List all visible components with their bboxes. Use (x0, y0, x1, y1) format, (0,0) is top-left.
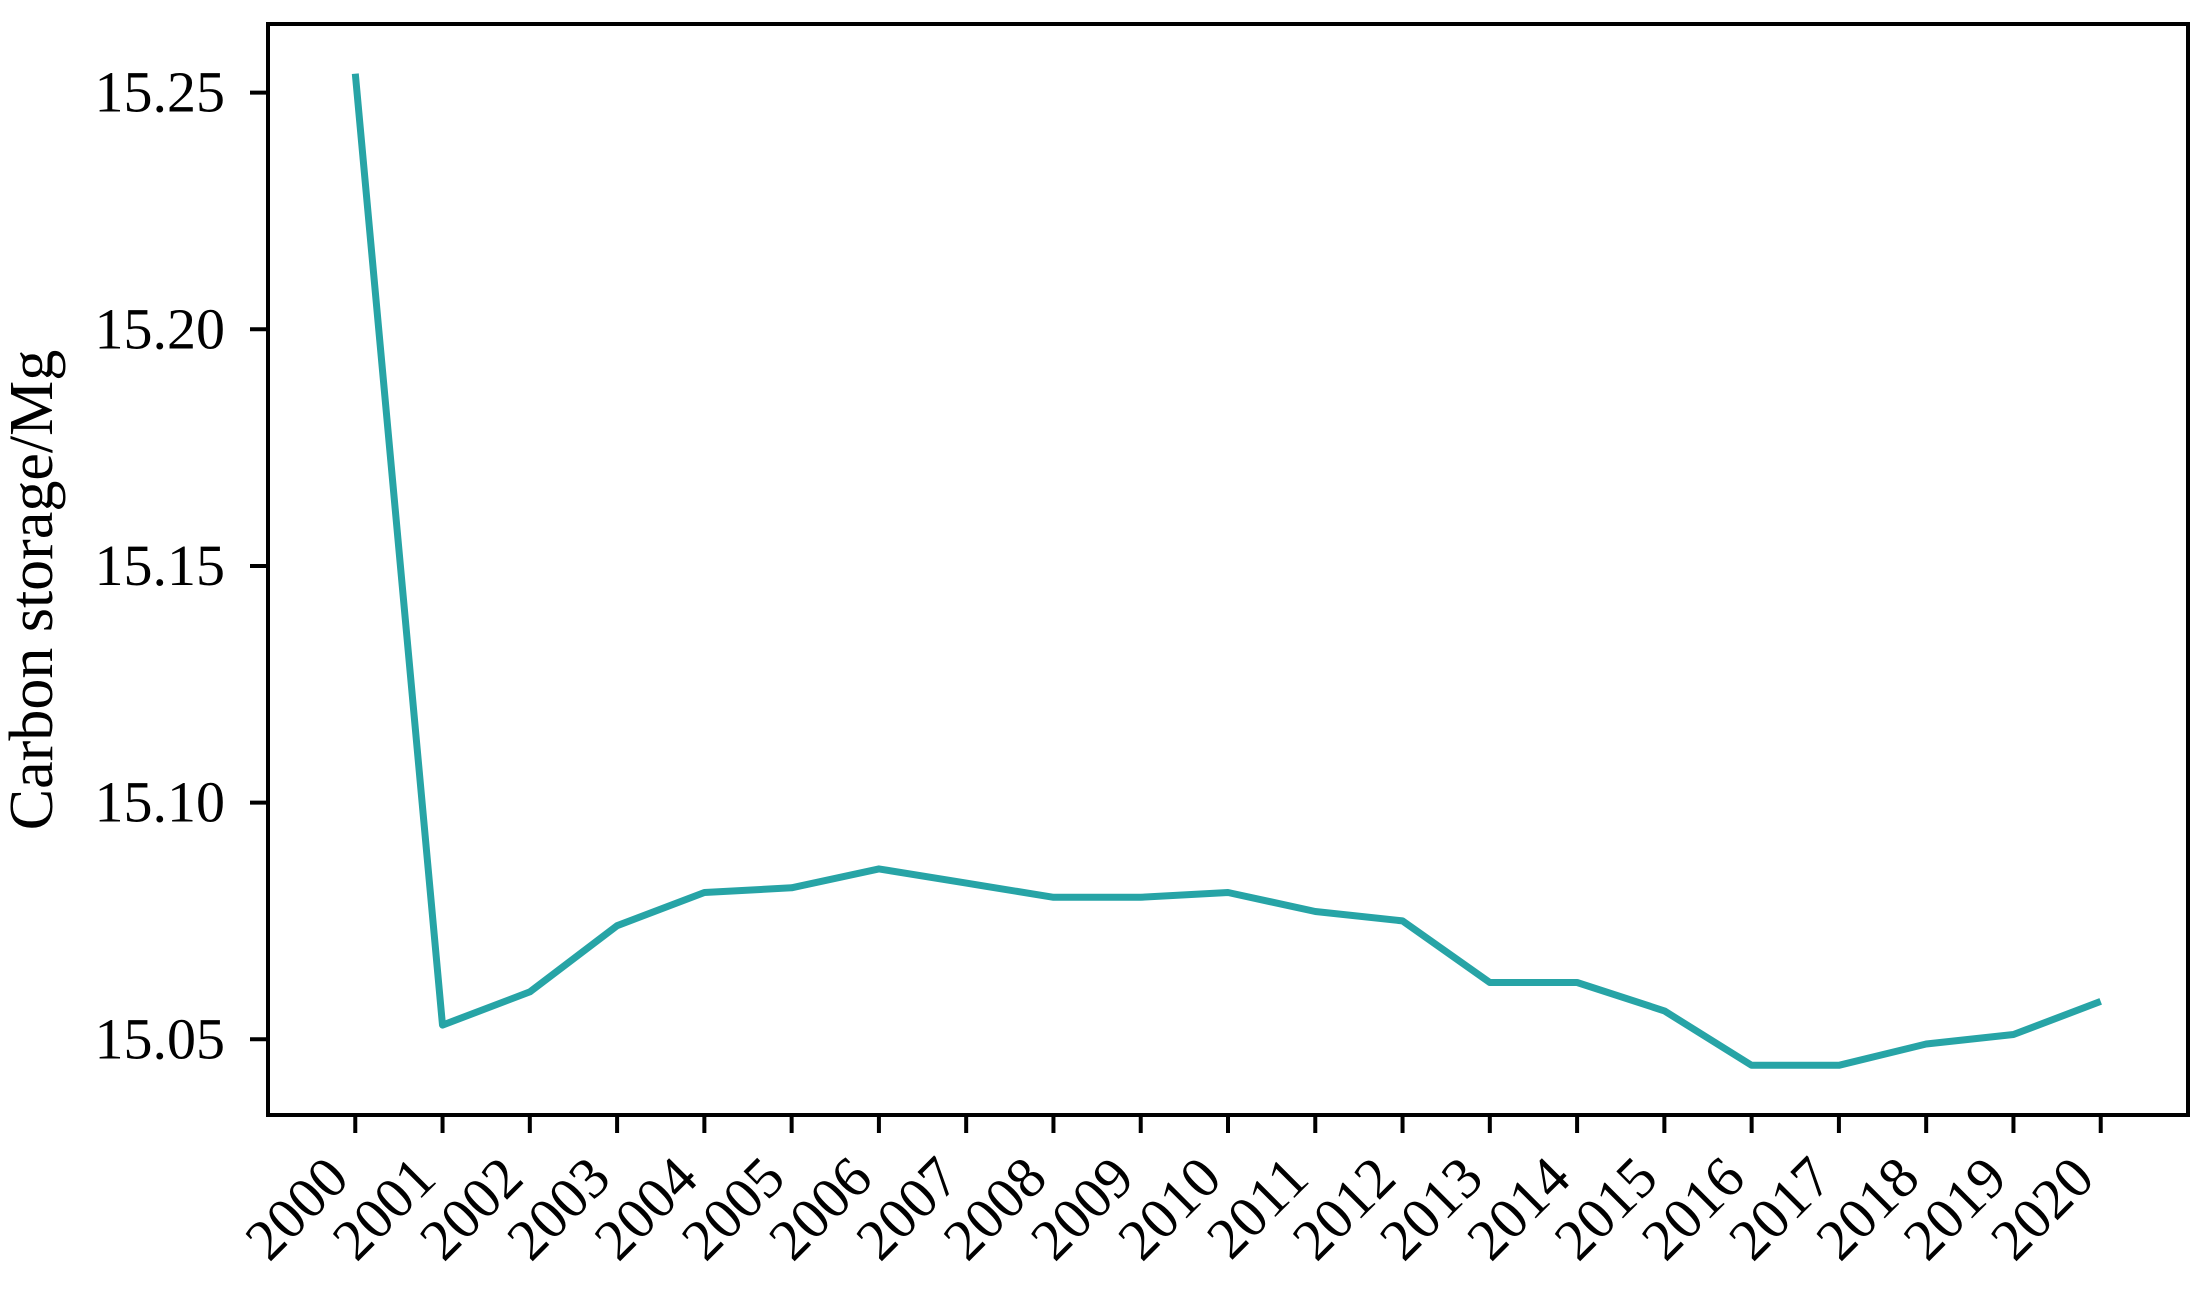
y-tick-label: 15.10 (95, 770, 226, 835)
plot-area-border (266, 22, 2190, 1117)
y-tick-label: 15.25 (95, 60, 226, 125)
series (351, 73, 2102, 1069)
x-tick-label: 2020 (1978, 1144, 2106, 1272)
y-tick-label: 15.15 (95, 533, 226, 598)
y-tick-label: 15.20 (95, 296, 226, 361)
y-tick-label: 15.05 (95, 1006, 226, 1071)
y-axis-label: Carbon storage/Mg (0, 350, 66, 830)
carbon-storage-line (351, 73, 2102, 1069)
axes: 15.0515.1015.1515.2015.25200020012002200… (95, 60, 2106, 1273)
